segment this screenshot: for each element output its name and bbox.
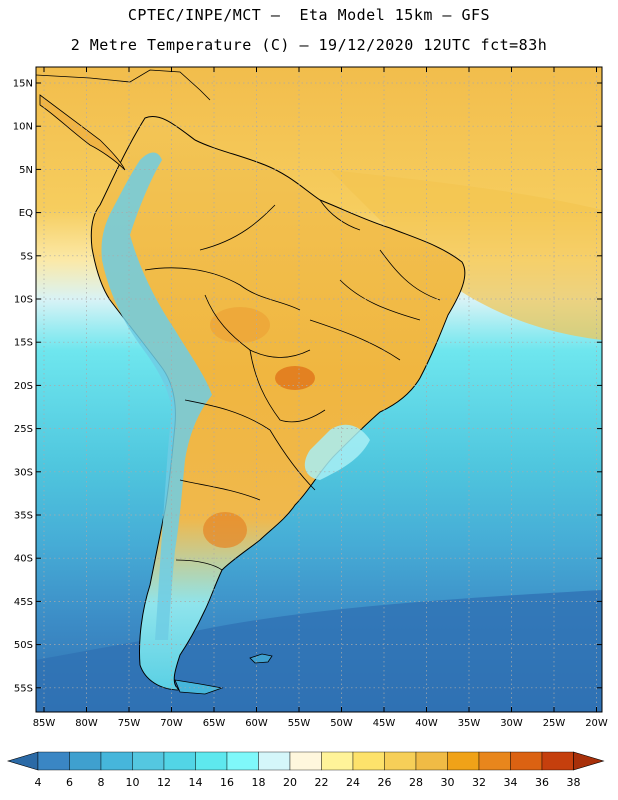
lat-label: 55S <box>14 683 33 694</box>
colorbar-box <box>37 751 70 771</box>
lon-label: 40W <box>415 718 438 729</box>
lat-label: 25S <box>14 424 33 435</box>
hot-spot-pantanal <box>275 366 315 390</box>
colorbar-label: 10 <box>126 776 140 789</box>
lat-label: 20S <box>14 381 33 392</box>
map-frame <box>35 66 603 713</box>
caribbean-coast <box>36 69 211 101</box>
colorbar-left-arrow <box>6 751 39 771</box>
colorbar-label: 32 <box>472 776 486 789</box>
latitude-labels: 15N 10N 5N EQ 5S 10S 15S 20S 25S 30S 35S 40S 45S 50S 5… <box>13 79 602 694</box>
colorbar-box <box>447 751 480 771</box>
colorbar-label: 14 <box>189 776 203 789</box>
lon-label: 75W <box>118 718 141 729</box>
lat-label: 15N <box>13 79 33 90</box>
colorbar-box <box>415 751 448 771</box>
colorbar-label: 4 <box>35 776 42 789</box>
colorbar-label: 6 <box>66 776 73 789</box>
lat-label: 45S <box>14 597 33 608</box>
colorbar-box <box>258 751 291 771</box>
lon-label: 50W <box>330 718 353 729</box>
lon-label: 30W <box>500 718 523 729</box>
temperature-colorbar: 4 6 8 10 12 14 16 18 20 22 24 26 28 30 32 34 36 38 <box>6 751 605 789</box>
colorbar-label: 24 <box>346 776 360 789</box>
lon-label: 65W <box>203 718 226 729</box>
temperature-map: 15N 10N 5N EQ 5S 10S 15S 20S 25S 30S 35S 40S 45S 50S 5… <box>13 66 608 729</box>
colorbar-label: 38 <box>567 776 581 789</box>
colorbar-box <box>132 751 165 771</box>
colorbar-label: 12 <box>157 776 171 789</box>
longitude-labels: 85W 80W 75W 70W 65W 60W 55W 50W 45W 40W 35W 30W 25W 2… <box>33 67 608 729</box>
lat-label: 5S <box>20 251 33 262</box>
colorbar-boxes <box>6 751 605 771</box>
lon-label: 25W <box>543 718 566 729</box>
colorbar-label: 16 <box>220 776 234 789</box>
colorbar-label: 8 <box>98 776 105 789</box>
lat-label: 15S <box>14 338 33 349</box>
colorbar-label: 26 <box>378 776 392 789</box>
cool-zone-south-brazil <box>304 424 370 480</box>
lat-label: 5N <box>19 165 33 176</box>
colorbar-box <box>352 751 385 771</box>
colorbar-label: 20 <box>283 776 297 789</box>
colorbar-right-arrow <box>573 751 605 771</box>
hot-spot-pampas <box>203 512 247 548</box>
colorbar-labels: 4 6 8 10 12 14 16 18 20 22 24 26 28 30 32 34 36 38 <box>35 776 581 789</box>
lon-label: 55W <box>288 718 311 729</box>
colorbar-label: 22 <box>315 776 329 789</box>
colorbar-box <box>541 751 574 771</box>
lat-label: 35S <box>14 511 33 522</box>
lon-label: 35W <box>458 718 481 729</box>
lat-label: 50S <box>14 640 33 651</box>
lon-label: 45W <box>373 718 396 729</box>
colorbar-box <box>195 751 228 771</box>
colorbar-label: 34 <box>504 776 518 789</box>
colorbar-box <box>69 751 102 771</box>
lon-label: 85W <box>33 718 56 729</box>
colorbar-box <box>226 751 259 771</box>
lon-label: 60W <box>245 718 268 729</box>
colorbar-label: 28 <box>409 776 423 789</box>
colorbar-box <box>163 751 196 771</box>
lat-label: 10N <box>13 122 33 133</box>
map-title-line-1: CPTEC/INPE/MCT – Eta Model 15km – GFS <box>127 6 491 24</box>
tierra-del-fuego <box>174 679 224 695</box>
colorbar-box <box>100 751 133 771</box>
colorbar-box <box>384 751 417 771</box>
lat-label: 30S <box>14 467 33 478</box>
warm-zone-bolivia <box>210 307 270 343</box>
lon-label: 80W <box>75 718 98 729</box>
colorbar-label: 30 <box>441 776 455 789</box>
lat-label: EQ <box>19 208 33 219</box>
colorbar-label: 18 <box>252 776 266 789</box>
lon-label: 70W <box>160 718 183 729</box>
lon-label: 20W <box>585 718 608 729</box>
colorbar-box <box>321 751 354 771</box>
lat-label: 40S <box>14 554 33 565</box>
warm-atlantic-zone <box>330 170 602 340</box>
falkland-islands <box>249 653 273 664</box>
country-borders <box>144 199 441 571</box>
map-title-line-2: 2 Metre Temperature (C) – 19/12/2020 12U… <box>70 36 548 54</box>
colorbar-box <box>289 751 322 771</box>
colorbar-box <box>510 751 543 771</box>
colorbar-box <box>478 751 511 771</box>
colorbar-label: 36 <box>535 776 549 789</box>
lat-label: 10S <box>14 295 33 306</box>
central-america <box>39 94 126 171</box>
